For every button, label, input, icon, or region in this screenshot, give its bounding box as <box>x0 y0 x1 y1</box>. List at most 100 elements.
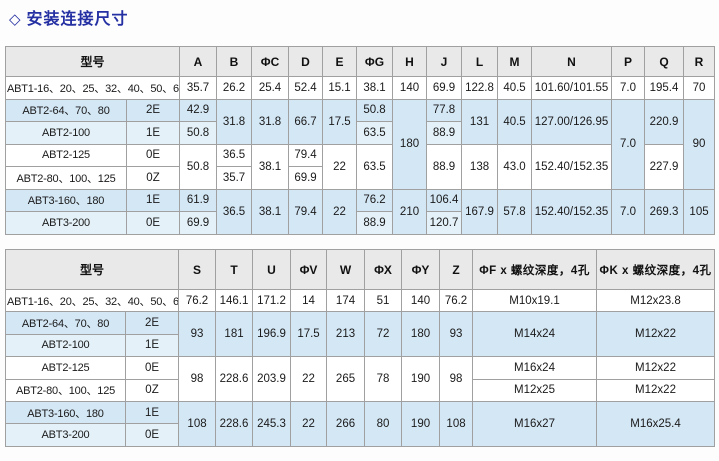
table-row: ABT3-200 0E <box>5 423 715 447</box>
value-cell: 122.8 <box>461 76 499 100</box>
value-cell: 101.60/101.55 <box>531 76 613 100</box>
value-cell: 152.40/152.35 <box>531 188 613 235</box>
column-header-t: T <box>215 249 254 290</box>
table-row: ABT2-64、70、80 2E 93 181 196.9 17.5 213 7… <box>5 311 716 358</box>
column-header-model: 型号 <box>4 46 181 77</box>
column-header-l: L <box>461 46 499 77</box>
value-cell: M16x27 <box>472 400 598 447</box>
model-cell: ABT2-80、100、125 <box>5 166 127 190</box>
value-cell: 146.1 <box>215 288 254 313</box>
value-cell: 36.5 <box>216 143 253 167</box>
value-cell: 98 <box>178 356 217 402</box>
value-cell: M12x23.8 <box>596 288 716 313</box>
value-cell: 98 <box>439 356 474 402</box>
value-cell: 180 <box>401 311 441 358</box>
column-header-s: S <box>178 249 217 290</box>
value-cell: 22 <box>322 143 358 190</box>
table-row: ABT2-100 1E <box>5 333 715 358</box>
code-cell: 0E <box>124 423 180 447</box>
code-cell: 0E <box>125 211 181 235</box>
model-cell: ABT1-16、20、25、32、40、50、64 <box>4 288 180 313</box>
table-row: ABT1-16、20、25、32、40、50、64 76.2 146.1 171… <box>4 288 716 313</box>
value-cell: 174 <box>326 288 366 313</box>
column-header-e: E <box>322 46 358 77</box>
value-cell: 190 <box>401 400 441 447</box>
value-cell: 140 <box>401 288 441 313</box>
value-cell: 22 <box>290 400 328 447</box>
value-cell: 180 <box>392 98 428 190</box>
page-title: ◇ 安装连接尺寸 <box>9 5 129 29</box>
column-header-c: ΦC <box>251 46 290 77</box>
model-cell: ABT2-64、70、80 <box>5 311 126 335</box>
value-cell: 245.3 <box>252 400 292 447</box>
table-row: ABT3-200 0E 69.9 88.9 120.7 <box>5 211 715 235</box>
model-cell: ABT2-125 <box>5 356 126 380</box>
table-row: ABT2-100 1E 50.8 63.5 88.9 <box>5 121 715 145</box>
value-cell: 266 <box>326 400 366 447</box>
value-cell: 203.9 <box>252 356 292 402</box>
value-cell: 66.7 <box>288 98 324 145</box>
model-cell: ABT3-200 <box>5 423 126 447</box>
value-cell: 93 <box>439 311 474 358</box>
table-row: ABT1-16、20、25、32、40、50、64 35.7 26.2 25.4… <box>4 76 716 100</box>
value-cell: 196.9 <box>252 311 292 358</box>
page-title-text: 安装连接尺寸 <box>26 11 129 28</box>
value-cell: 77.8 <box>426 98 463 122</box>
model-cell: ABT1-16、20、25、32、40、50、64 <box>4 76 181 100</box>
code-cell: 2E <box>124 311 180 335</box>
diamond-icon: ◇ <box>9 11 22 28</box>
value-cell: 127.00/126.95 <box>531 98 613 145</box>
column-header-b: B <box>216 46 253 77</box>
mounting-dimensions-table-2: 型号 S T U ΦV W ΦX ΦY Z ΦF x 螺纹深度，4孔 ΦK x … <box>4 249 716 447</box>
value-cell: 106.4 <box>426 188 463 212</box>
value-cell: 51 <box>364 288 403 313</box>
value-cell: 93 <box>178 311 217 358</box>
value-cell: 69.9 <box>426 76 463 100</box>
value-cell: 167.9 <box>461 188 499 235</box>
value-cell: 220.9 <box>644 98 685 145</box>
column-header-g: ΦG <box>356 46 394 77</box>
value-cell: 26.2 <box>216 76 253 100</box>
model-cell: ABT2-100 <box>5 121 127 145</box>
value-cell: 50.8 <box>356 98 394 122</box>
code-cell: 0E <box>124 356 180 380</box>
value-cell: 152.40/152.35 <box>531 143 613 190</box>
value-cell: 17.5 <box>322 98 358 145</box>
value-cell: 88.9 <box>356 211 394 235</box>
value-cell: 171.2 <box>252 288 292 313</box>
column-header-u: U <box>252 249 292 290</box>
value-cell: 181 <box>215 311 254 358</box>
value-cell: 31.8 <box>251 98 290 145</box>
code-cell: 2E <box>125 98 181 122</box>
value-cell: 195.4 <box>644 76 685 100</box>
column-header-f-thread: ΦF x 螺纹深度，4孔 <box>472 249 598 290</box>
table-row: ABT2-125 0E 98 228.6 203.9 22 265 78 190… <box>5 356 716 402</box>
value-cell: 7.0 <box>611 76 646 100</box>
value-cell: 69.9 <box>179 211 218 235</box>
value-cell: 63.5 <box>356 121 394 145</box>
value-cell: 38.1 <box>356 76 394 100</box>
code-cell: 0E <box>125 143 181 167</box>
table-row: ABT2-125 0E 50.8 36.5 38.1 79.4 22 63.5 … <box>5 143 715 190</box>
code-cell: 1E <box>124 333 180 358</box>
value-cell: 15.1 <box>322 76 358 100</box>
column-header-h: H <box>392 46 428 77</box>
value-cell: M14x24 <box>472 311 598 358</box>
value-cell: 269.3 <box>644 188 685 235</box>
column-header-x: ΦX <box>364 249 403 290</box>
value-cell: 138 <box>461 143 499 190</box>
value-cell: 63.5 <box>356 143 394 190</box>
value-cell: 31.8 <box>216 98 253 145</box>
value-cell: M12x22 <box>596 378 716 402</box>
value-cell: M12x22 <box>596 311 716 358</box>
table-row: ABT3-160、180 1E 61.9 36.5 38.1 79.4 22 7… <box>5 188 716 235</box>
value-cell: 14 <box>290 288 328 313</box>
value-cell: 7.0 <box>611 98 646 190</box>
value-cell: 80 <box>364 400 403 447</box>
value-cell: 90 <box>683 98 716 190</box>
value-cell: 88.9 <box>426 143 463 190</box>
value-cell: 210 <box>392 188 428 235</box>
table-header-row: 型号 A B ΦC D E ΦG H J L M N P Q R <box>4 46 716 77</box>
model-cell: ABT3-160、180 <box>5 188 127 212</box>
